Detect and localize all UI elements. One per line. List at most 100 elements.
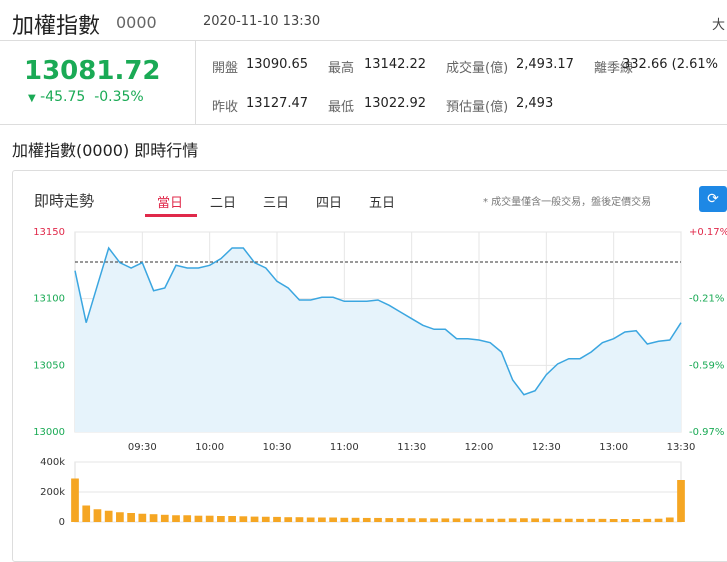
- datetime: 2020-11-10 13:30: [203, 14, 321, 29]
- volume-bar: [149, 514, 158, 522]
- price-line: [74, 246, 682, 396]
- volume-bar: [239, 516, 248, 522]
- tab[interactable]: 四日: [316, 196, 343, 211]
- volume-bar: [340, 517, 349, 522]
- stat-value: 13142.22: [364, 57, 427, 72]
- y-tick-label: 400k: [40, 457, 65, 468]
- top-bar: [0, 0, 727, 41]
- volume-bar: [475, 518, 483, 522]
- volume-bar: [419, 518, 427, 522]
- volume-bar: [329, 517, 337, 522]
- y-tick-label: 13100: [33, 294, 65, 305]
- stat-label: 預估量(億): [446, 100, 509, 115]
- tab-underline: [145, 214, 197, 217]
- y2-tick-label: -0.97%: [689, 427, 724, 438]
- index-code: 0000: [116, 13, 157, 32]
- volume-bar: [318, 517, 326, 522]
- stat-label: 離季線: [594, 61, 634, 76]
- stat-label: 昨收: [212, 100, 239, 115]
- y2-tick-label: -0.21%: [689, 294, 724, 305]
- volume-bar: [217, 516, 225, 522]
- volume-bar: [576, 518, 584, 522]
- y-tick-label: 13150: [33, 227, 65, 238]
- change-pct: -0.35%: [94, 89, 144, 105]
- volume-bar: [127, 513, 135, 522]
- volume-bar: [542, 518, 551, 522]
- volume-bar: [632, 519, 640, 522]
- volume-bar: [497, 518, 506, 522]
- index-title: 加權指數: [12, 14, 101, 39]
- volume-bar: [351, 517, 360, 522]
- volume-bar: [564, 518, 573, 522]
- area: [75, 248, 681, 432]
- section-title: 加權指數(0000) 即時行情: [12, 141, 199, 160]
- volume-bar: [407, 518, 416, 522]
- price: 13081.72: [24, 56, 161, 86]
- volume-bar: [205, 515, 214, 522]
- change-value: -45.75: [40, 89, 86, 105]
- y2-tick-label: +0.17%: [689, 227, 727, 238]
- volume-bar: [553, 518, 562, 522]
- volume-bar: [643, 518, 652, 522]
- price-box: [0, 41, 196, 125]
- tab[interactable]: 當日: [157, 196, 184, 211]
- divider: [195, 124, 727, 125]
- volume-bar: [609, 519, 618, 522]
- x-tick-label: 12:30: [532, 442, 561, 453]
- stat-label: 最低: [328, 100, 355, 115]
- change: ▼ -45.75 -0.35%: [28, 89, 144, 105]
- note: * 成交量僅含一般交易，盤後定價交易: [483, 197, 652, 208]
- x-tick-label: 10:00: [195, 442, 224, 453]
- y-tick-label: 13000: [33, 427, 65, 438]
- stat-value: 13127.47: [246, 96, 309, 111]
- volume-bar: [531, 518, 539, 522]
- volume-bar: [194, 515, 203, 522]
- volume-bar: [441, 518, 450, 522]
- tab[interactable]: 二日: [210, 196, 237, 211]
- y-tick-label: 0: [59, 517, 65, 528]
- stat-label: 開盤: [212, 61, 239, 76]
- size-toggle[interactable]: 大: [712, 18, 726, 33]
- volume-bar: [598, 518, 607, 522]
- x-tick-label: 09:30: [128, 442, 157, 453]
- tab[interactable]: 五日: [369, 196, 396, 211]
- charts: 13000 13050 13100 13150 -0.97% -0.59% -0.21% +0…: [33, 227, 727, 528]
- volume-bar: [104, 510, 113, 522]
- stat-value: 13090.65: [246, 57, 309, 72]
- volume-bar: [250, 516, 259, 522]
- volume-bar: [587, 518, 596, 522]
- volume-bar: [385, 518, 394, 522]
- x-tick-label: 13:30: [667, 442, 696, 453]
- volume-bar: [273, 516, 281, 522]
- volume-bar: [374, 517, 382, 522]
- y-tick-label: 13050: [33, 360, 65, 371]
- volume-bar: [677, 480, 685, 522]
- volume-bar: [71, 478, 79, 522]
- y2-tick-label: -0.59%: [689, 360, 724, 371]
- tab[interactable]: 三日: [263, 196, 290, 211]
- x-tick-label: 10:30: [263, 442, 292, 453]
- volume-bar: [228, 516, 236, 522]
- volume-bar: [452, 518, 461, 522]
- volume-bar: [654, 518, 663, 522]
- volume-bar: [486, 518, 495, 522]
- volume-bar: [172, 515, 180, 522]
- x-tick-label: 11:30: [397, 442, 426, 453]
- stat-value: 13022.92: [364, 96, 427, 111]
- x-tick-label: 11:00: [330, 442, 359, 453]
- volume-bar: [261, 516, 270, 522]
- x-tick-label: 13:00: [599, 442, 628, 453]
- volume-bar: [284, 517, 293, 522]
- volume-bar: [138, 513, 147, 522]
- y-tick-label: 200k: [40, 487, 65, 498]
- volume-bar: [362, 517, 371, 522]
- volume-bar: [93, 509, 102, 522]
- volume-bar: [665, 517, 674, 522]
- x-tick-label: 12:00: [465, 442, 494, 453]
- volume-bar: [396, 518, 405, 522]
- stat-value: 2,493.17: [516, 57, 574, 72]
- volume-bar: [295, 517, 304, 522]
- stat-value: 2,493: [516, 96, 554, 111]
- refresh-button[interactable]: ⟳: [699, 186, 727, 212]
- stat-value: 332.66 (2.61%: [622, 57, 718, 72]
